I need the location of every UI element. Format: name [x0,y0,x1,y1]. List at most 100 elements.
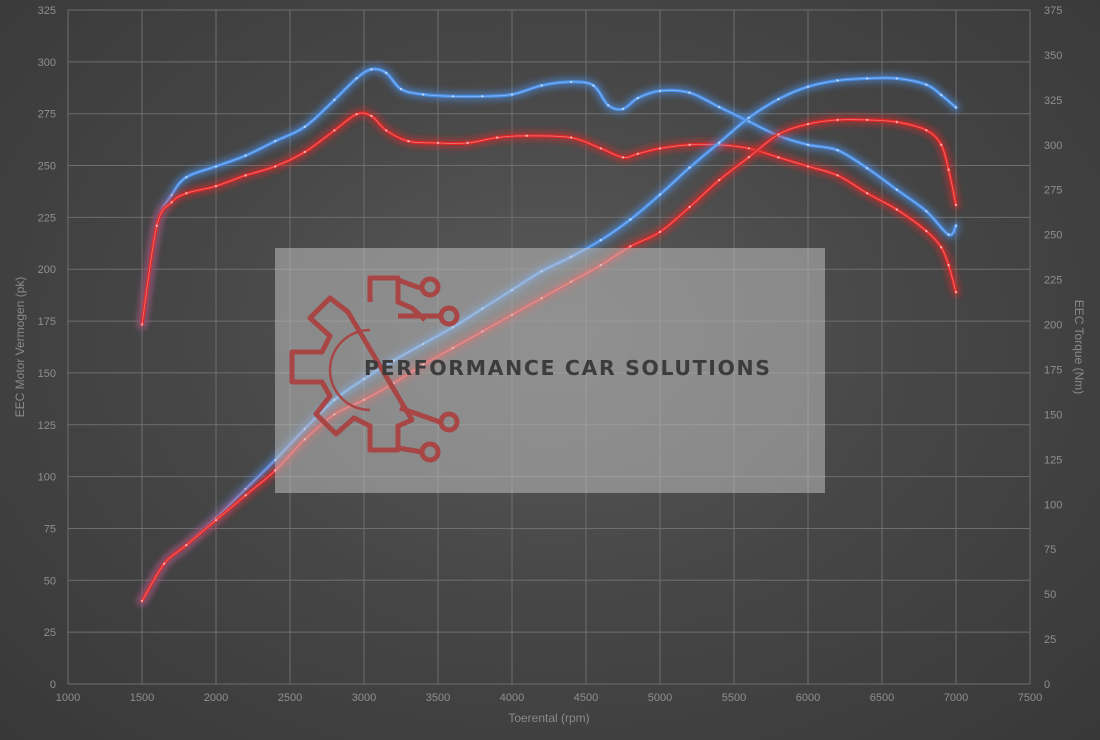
series-point [629,245,632,248]
x-tick-label: 7000 [944,692,968,704]
series-point [777,156,780,159]
y-left-tick-label: 100 [38,472,56,484]
y-right-tick-label: 175 [1044,364,1062,376]
series-point [214,184,218,188]
series-point [214,165,218,168]
y-left-tick-label: 150 [38,368,56,380]
y-right-tick-label: 225 [1044,275,1062,287]
series-point [466,141,469,145]
series-point [954,291,958,294]
y-right-tick-label: 150 [1044,409,1062,421]
series-point [954,203,958,207]
series-point [422,93,425,96]
series-point [747,147,750,150]
y-right-tick-label: 375 [1044,5,1062,17]
series-point [436,141,440,145]
series-point [496,136,499,139]
series-point [185,192,188,195]
series-point [688,91,691,94]
series-point [185,176,188,179]
series-point [925,83,928,86]
series-point [688,205,691,209]
x-tick-label: 3000 [352,692,376,704]
series-point [303,150,306,154]
series-point [836,174,839,177]
y-left-tick-label: 200 [38,264,56,276]
series-point [658,230,662,234]
series-point [621,156,625,159]
series-point [510,93,514,96]
series-point [370,68,373,71]
series-point [214,519,218,522]
series-point [140,599,144,603]
series-point [303,125,306,128]
y-right-tick-label: 50 [1044,589,1056,601]
series-point [451,95,454,98]
series-point [925,210,928,213]
y-right-tick-label: 200 [1044,320,1062,332]
series-point [244,154,247,157]
series-point [806,165,810,168]
series-point [607,104,610,107]
series-point [947,233,950,236]
x-tick-label: 4500 [574,692,598,704]
series-point [895,208,898,211]
y-right-axis-title: EEC Torque (Nm) [1072,300,1086,394]
series-point [658,193,662,196]
series-point [399,87,403,91]
y-right-tick-label: 0 [1044,679,1050,691]
series-point [155,224,158,227]
gear-circuit-logo-icon [289,275,460,463]
series-point [866,192,869,195]
y-left-tick-label: 125 [38,420,56,432]
series-point [688,166,691,169]
series-point [540,84,543,87]
series-point [621,107,625,111]
x-tick-label: 7500 [1018,692,1042,704]
series-point [895,188,898,191]
series-point [836,149,839,152]
y-right-tick-label: 275 [1044,185,1062,197]
x-tick-label: 5000 [648,692,672,704]
series-point [836,118,839,122]
series-point [185,543,188,547]
series-point [570,136,573,139]
x-axis-title: Toerental (rpm) [508,711,589,725]
series-point [718,178,721,182]
series-point [333,98,336,102]
series-point [836,79,839,82]
x-tick-label: 6500 [870,692,894,704]
series-point [525,134,528,137]
series-point [170,201,173,204]
series-point [866,77,869,80]
series-point [355,113,358,116]
series-point [385,129,388,132]
watermark-text: PERFORMANCE CAR SOLUTIONS [364,356,772,380]
series-point [954,224,958,227]
series-point [718,105,721,109]
series-point [407,140,410,143]
y-left-tick-label: 50 [44,575,56,587]
series-point [718,141,721,144]
x-tick-label: 2500 [278,692,302,704]
series-point [747,116,750,120]
series-point [688,143,691,146]
x-tick-label: 3500 [426,692,450,704]
series-point [947,168,950,171]
series-point [940,143,943,146]
y-left-tick-label: 175 [38,316,56,328]
y-left-tick-label: 325 [38,5,56,17]
series-point [947,264,950,267]
x-tick-label: 2000 [204,692,228,704]
series-point [333,129,336,132]
series-point [592,84,595,87]
y-left-tick-label: 25 [44,627,56,639]
series-point [777,98,780,101]
series-point [355,77,358,80]
series-point [481,95,484,98]
series-point [244,174,247,177]
series-point [940,246,943,249]
series-tuned-torque-line [137,64,961,329]
series-stock-torque-line [137,108,961,329]
